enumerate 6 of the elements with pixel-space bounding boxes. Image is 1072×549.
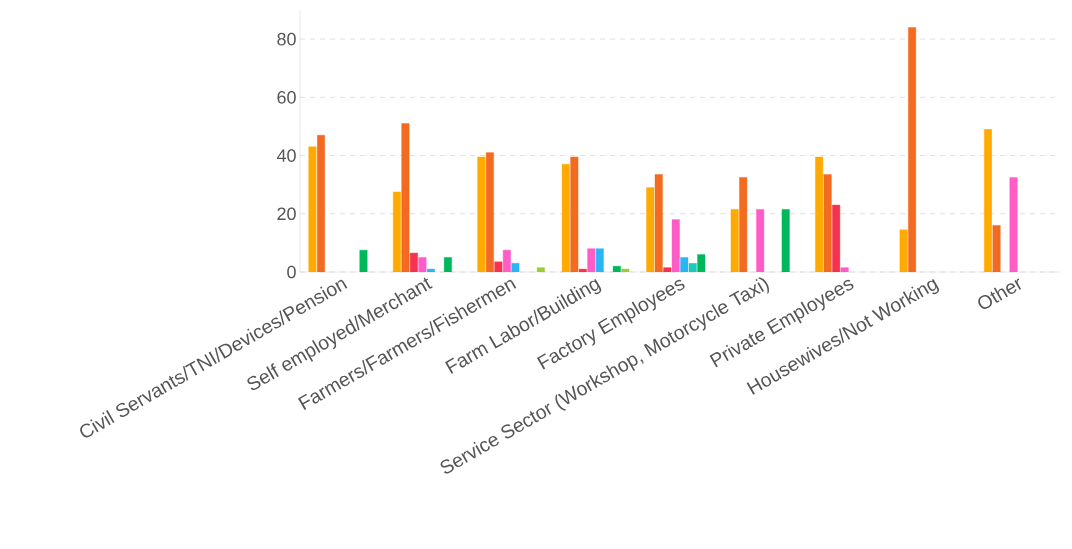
x-tick-label: Other: [978, 278, 1022, 309]
y-tick-label: 60: [277, 90, 296, 104]
y-tick-label: 20: [277, 207, 296, 221]
y-tick-label: 40: [276, 149, 296, 162]
y-tick-label: 80: [277, 32, 296, 46]
y-tick-label: 0: [287, 265, 296, 279]
